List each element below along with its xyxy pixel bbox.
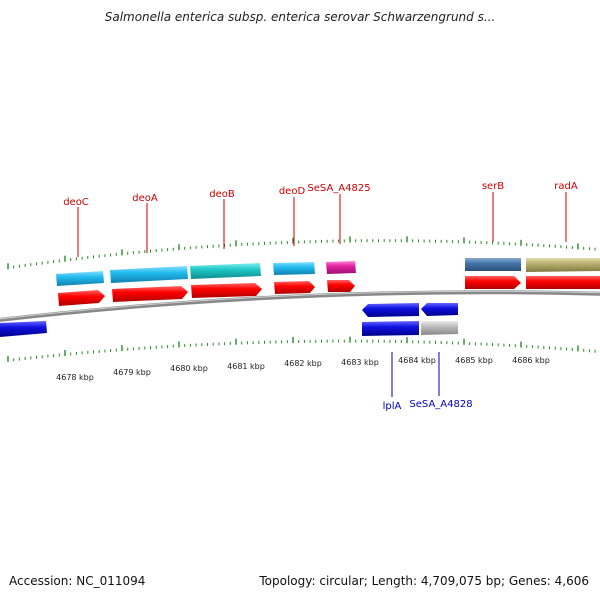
gene-label-deoB[interactable]: deoB (209, 189, 235, 200)
gene-deoD-cog[interactable] (273, 262, 315, 275)
scale-labels: 4678 kbp 4679 kbp 4680 kbp 4681 kbp 4682… (56, 356, 550, 382)
gene-serB-cog[interactable] (465, 258, 521, 271)
gene-deoB-arrow[interactable] (191, 283, 262, 298)
scale-label: 4678 kbp (56, 373, 94, 382)
genome-backbone (0, 290, 600, 322)
gene-SeSA_A4825-cog[interactable] (326, 261, 356, 274)
scale-label: 4685 kbp (455, 356, 493, 365)
genome-summary-text: Topology: circular; Length: 4,709,075 bp… (259, 574, 589, 588)
inner-tick-marks (7, 336, 596, 362)
gene-radA-arrow[interactable] (526, 276, 600, 289)
scale-label: 4680 kbp (170, 364, 208, 373)
gene-lplA-arrow[interactable] (362, 303, 419, 317)
scale-label: 4686 kbp (512, 356, 550, 365)
gene-SeSA_A4828-arrow[interactable] (421, 303, 458, 316)
gene-lplA-cog[interactable] (362, 321, 419, 336)
gene-label-lplA[interactable]: lplA (383, 401, 402, 412)
scale-label: 4681 kbp (227, 362, 265, 371)
gene-label-deoC[interactable]: deoC (63, 197, 89, 208)
gene-radA-cog[interactable] (526, 258, 600, 272)
gene-deoD-arrow[interactable] (274, 281, 315, 294)
scale-label: 4684 kbp (398, 356, 436, 365)
scale-label: 4683 kbp (341, 358, 379, 367)
gene-label-SeSA_A4825[interactable]: SeSA_A4825 (307, 183, 370, 194)
gene-deoA-cog[interactable] (110, 266, 188, 283)
gene-label-SeSA_A4828[interactable]: SeSA_A4828 (409, 399, 472, 410)
top-gene-labels: deoC deoA deoB deoD SeSA_A4825 serB radA (63, 181, 578, 208)
bottom-gene-labels: lplA SeSA_A4828 (383, 399, 473, 412)
gene-deoC-cog[interactable] (56, 271, 104, 286)
gene-label-deoA[interactable]: deoA (132, 193, 158, 204)
gene-serB-arrow[interactable] (465, 276, 521, 289)
gene-label-radA[interactable]: radA (554, 181, 578, 192)
gene-SeSA_A4825-arrow[interactable] (327, 280, 355, 292)
gene-left-reverse-arrow[interactable] (0, 321, 47, 337)
gene-deoB-cog[interactable] (190, 263, 261, 279)
gene-label-serB[interactable]: serB (482, 181, 504, 192)
scale-label: 4682 kbp (284, 359, 322, 368)
gene-SeSA_A4828-cog[interactable] (421, 321, 458, 335)
scale-label: 4679 kbp (113, 368, 151, 377)
map-title: Salmonella enterica subsp. enterica sero… (104, 10, 496, 24)
gene-label-deoD[interactable]: deoD (279, 186, 306, 197)
gene-deoC-arrow[interactable] (58, 290, 105, 306)
accession-text: Accession: NC_011094 (9, 574, 146, 588)
label-connectors (77, 192, 567, 397)
outer-tick-marks (7, 236, 596, 270)
genome-backbone-highlight (0, 290, 600, 320)
gene-deoA-arrow[interactable] (112, 286, 188, 302)
